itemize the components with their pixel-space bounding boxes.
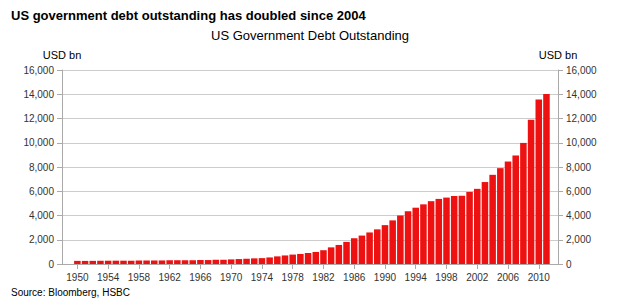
svg-text:1998: 1998 (435, 272, 458, 283)
svg-text:4,000: 4,000 (566, 210, 591, 221)
svg-text:4,000: 4,000 (29, 210, 54, 221)
svg-text:1950: 1950 (66, 272, 89, 283)
svg-text:USD bn: USD bn (43, 49, 82, 61)
svg-text:1994: 1994 (405, 272, 428, 283)
svg-text:US government debt outstanding: US government debt outstanding has doubl… (11, 8, 366, 23)
svg-text:2,000: 2,000 (29, 234, 54, 245)
svg-text:1982: 1982 (312, 272, 335, 283)
svg-text:1974: 1974 (251, 272, 274, 283)
svg-text:1990: 1990 (374, 272, 397, 283)
svg-text:1986: 1986 (343, 272, 366, 283)
svg-text:2006: 2006 (497, 272, 520, 283)
svg-text:10,000: 10,000 (566, 137, 597, 148)
svg-text:16,000: 16,000 (23, 65, 54, 76)
svg-text:8,000: 8,000 (566, 162, 591, 173)
svg-text:Source: Bloomberg, HSBC: Source: Bloomberg, HSBC (11, 287, 130, 298)
svg-text:1958: 1958 (128, 272, 151, 283)
svg-text:14,000: 14,000 (23, 89, 54, 100)
svg-text:10,000: 10,000 (23, 137, 54, 148)
svg-text:1970: 1970 (220, 272, 243, 283)
svg-text:1978: 1978 (282, 272, 305, 283)
svg-text:USD bn: USD bn (539, 49, 578, 61)
svg-text:US Government Debt Outstanding: US Government Debt Outstanding (211, 28, 409, 43)
svg-text:2002: 2002 (466, 272, 489, 283)
svg-text:1966: 1966 (189, 272, 212, 283)
svg-text:6,000: 6,000 (29, 186, 54, 197)
svg-text:14,000: 14,000 (566, 89, 597, 100)
svg-text:6,000: 6,000 (566, 186, 591, 197)
svg-text:1962: 1962 (159, 272, 182, 283)
svg-text:16,000: 16,000 (566, 65, 597, 76)
svg-text:0: 0 (566, 259, 572, 270)
svg-text:0: 0 (48, 259, 54, 270)
svg-text:2010: 2010 (528, 272, 551, 283)
svg-text:12,000: 12,000 (566, 113, 597, 124)
svg-text:2,000: 2,000 (566, 234, 591, 245)
svg-text:1954: 1954 (97, 272, 120, 283)
svg-text:12,000: 12,000 (23, 113, 54, 124)
svg-text:8,000: 8,000 (29, 162, 54, 173)
